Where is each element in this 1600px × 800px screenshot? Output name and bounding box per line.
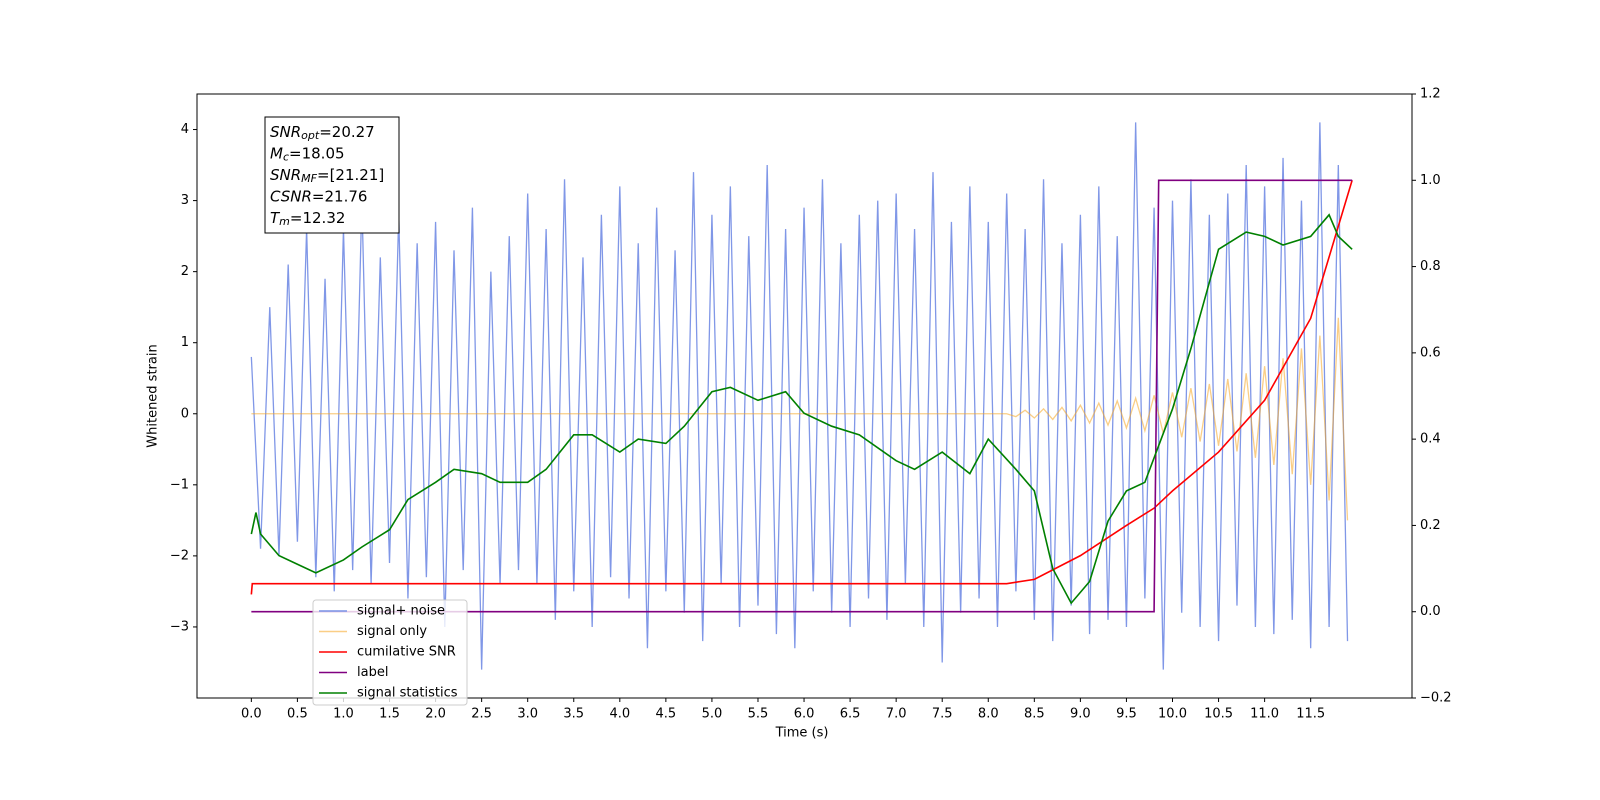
x-tick-label: 5.0: [702, 707, 723, 722]
plot-area: [250, 122, 1353, 670]
annotation-symbol: T: [270, 209, 281, 227]
series-line: [250, 213, 1353, 605]
series-line: [250, 122, 1349, 670]
plot-frame: [196, 93, 1413, 699]
legend-label: label: [357, 665, 388, 680]
x-tick-label: 3.5: [563, 707, 584, 722]
annotation-box: SNRopt=20.27Mc=18.05SNRMF=[21.21]CSNR=21…: [264, 116, 400, 234]
y2-tick-label: 0.0: [1420, 604, 1441, 619]
annotation-value: =20.27: [319, 123, 375, 141]
y2-tick-label: −0.2: [1420, 691, 1452, 706]
annotation: CSNR=21.76: [270, 187, 367, 205]
x-tick-label: 3.0: [517, 707, 538, 722]
y-tick-label: −3: [170, 619, 189, 634]
x-tick-label: 7.5: [932, 707, 953, 722]
annotation-value: =18.05: [289, 144, 345, 162]
x-tick-label: 4.0: [609, 707, 630, 722]
x-tick-label: 0.0: [241, 707, 262, 722]
x-tick-label: 11.5: [1296, 707, 1325, 722]
y2-tick-label: 0.6: [1420, 345, 1441, 360]
annotation-value: =12.32: [290, 209, 346, 227]
annotation: Mc=18.05: [270, 144, 345, 164]
x-tick-label: 10.5: [1204, 707, 1233, 722]
y2-tick-label: 0.8: [1420, 259, 1441, 274]
legend: signal+ noise signal only cumilative SNR la…: [312, 599, 468, 706]
annotation-subscript: c: [283, 151, 289, 164]
x-tick-label: 1.5: [379, 707, 400, 722]
legend-label: signal only: [357, 624, 427, 639]
y2-tick-label: 1.0: [1420, 173, 1441, 188]
x-tick-label: 2.5: [471, 707, 492, 722]
y-tick-label: 1: [181, 335, 189, 350]
y-axis-label: Whitened strain: [146, 344, 161, 447]
annotation: SNRMF=[21.21]: [270, 166, 384, 186]
series-line: [250, 180, 1353, 595]
x-tick-label: 2.0: [425, 707, 446, 722]
x-tick-label: 11.0: [1250, 707, 1279, 722]
y-tick-label: 2: [181, 264, 189, 279]
series-line: [251, 317, 1349, 521]
y2-tick-label: 1.2: [1420, 87, 1441, 102]
x-tick-label: 1.0: [333, 707, 354, 722]
x-tick-label: 0.5: [287, 707, 308, 722]
x-tick-label: 10.0: [1158, 707, 1187, 722]
series-line: [251, 179, 1353, 613]
x-tick-label: 9.0: [1070, 707, 1091, 722]
annotation-symbol: CSNR: [270, 187, 312, 205]
y2-tick-label: 0.2: [1420, 518, 1441, 533]
x-axis-label: Time (s): [775, 726, 829, 741]
x-tick-label: 8.5: [1024, 707, 1045, 722]
x-tick-label: 7.0: [886, 707, 907, 722]
annotation: SNRopt=20.27: [270, 123, 375, 143]
annotation: Tm=12.32: [270, 209, 345, 229]
annotation-value: =[21.21]: [317, 166, 384, 184]
x-tick-label: 6.0: [794, 707, 815, 722]
annotation-symbol: SNR: [270, 166, 301, 184]
annotation-value: =21.76: [312, 187, 368, 205]
y-tick-label: −2: [170, 548, 189, 563]
y2-tick-label: 0.4: [1420, 432, 1441, 447]
x-tick-label: 9.5: [1116, 707, 1137, 722]
x-tick-label: 6.5: [840, 707, 861, 722]
legend-label: signal+ noise: [357, 604, 445, 619]
annotation-subscript: m: [279, 215, 290, 228]
y-tick-label: 4: [181, 122, 189, 137]
legend-label: signal statistics: [357, 686, 458, 701]
legend-label: cumilative SNR: [357, 645, 456, 660]
x-tick-label: 8.0: [978, 707, 999, 722]
annotation-subscript: opt: [301, 129, 320, 142]
x-tick-label: 4.5: [656, 707, 677, 722]
x-tick-label: 5.5: [748, 707, 769, 722]
y-tick-label: 3: [181, 193, 189, 208]
annotation-subscript: MF: [301, 172, 317, 185]
y-tick-label: −1: [170, 477, 189, 492]
annotation-symbol: M: [270, 144, 283, 162]
annotation-symbol: SNR: [270, 123, 301, 141]
legend-frame: [312, 599, 468, 706]
annotation-frame: [264, 116, 400, 234]
y-tick-label: 0: [181, 406, 189, 421]
